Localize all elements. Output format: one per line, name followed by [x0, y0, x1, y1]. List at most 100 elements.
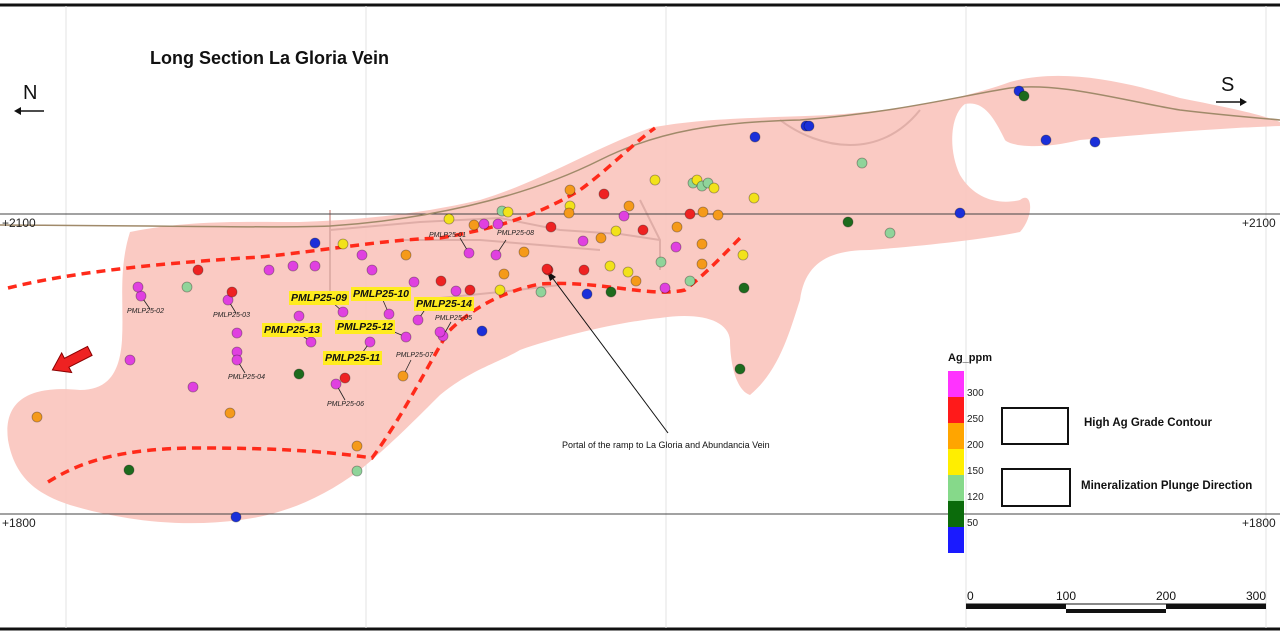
sample-point — [135, 290, 147, 302]
sample-point — [464, 284, 476, 296]
scale-label: 100 — [1056, 589, 1077, 603]
drillhole-label: PMLP25-09 — [289, 291, 350, 305]
sample-point — [123, 464, 135, 476]
sample-point — [435, 275, 447, 287]
sample-point — [397, 370, 409, 382]
sample-point — [305, 336, 317, 348]
north-label: N — [23, 82, 38, 104]
sample-point — [463, 247, 475, 259]
legend-color-swatch — [948, 527, 964, 553]
sample-point — [330, 378, 342, 390]
page-title: Long Section La Gloria Vein — [150, 48, 390, 68]
legend-color-bar — [948, 371, 964, 553]
sample-point — [545, 221, 557, 233]
scale-label: 300 — [1246, 589, 1267, 603]
sample-point — [696, 238, 708, 250]
sample-point — [563, 207, 575, 219]
sample-point — [623, 200, 635, 212]
sample-point — [408, 276, 420, 288]
sample-point — [231, 327, 243, 339]
sample-point — [684, 208, 696, 220]
sample-point — [498, 268, 510, 280]
legend-color-swatch — [948, 423, 964, 449]
legend-color-swatch — [948, 475, 964, 501]
sample-point — [803, 120, 815, 132]
sample-point — [230, 511, 242, 523]
drillhole-label-small: PMLP25-06 — [327, 401, 364, 408]
scale-label: 0 — [967, 589, 974, 603]
sample-point — [954, 207, 966, 219]
sample-point — [400, 331, 412, 343]
sample-point — [443, 213, 455, 225]
sample-point — [356, 249, 368, 261]
elevation-2100-right: +2100 — [1242, 216, 1276, 230]
plunge-key-label: Mineralization Plunge Direction — [1081, 480, 1253, 492]
sample-point — [535, 286, 547, 298]
sample-point — [434, 326, 446, 338]
sample-point — [618, 210, 630, 222]
sample-point — [476, 325, 488, 337]
sample-point — [293, 368, 305, 380]
vein-section-shape — [7, 75, 1280, 524]
sample-point — [637, 224, 649, 236]
sample-point — [630, 275, 642, 287]
legend-color-swatch — [948, 371, 964, 397]
legend-tick: 300 — [967, 388, 984, 399]
sample-point — [337, 238, 349, 250]
sample-point — [287, 260, 299, 272]
drillhole-label: PMLP25-10 — [351, 287, 412, 301]
portal-annotation: Portal of the ramp to La Gloria and Abun… — [562, 440, 770, 450]
sample-point — [541, 263, 553, 275]
sample-point — [622, 266, 634, 278]
sample-point — [187, 381, 199, 393]
sample-point — [684, 275, 696, 287]
sample-point — [1040, 134, 1052, 146]
sample-point — [450, 285, 462, 297]
sample-point — [364, 336, 376, 348]
scale-bar — [966, 603, 1266, 613]
sample-point — [670, 241, 682, 253]
sample-point — [1089, 136, 1101, 148]
sample-point — [518, 246, 530, 258]
legend-tick: 250 — [967, 414, 984, 425]
plunge-direction-arrow — [51, 345, 93, 374]
sample-point — [263, 264, 275, 276]
sample-point — [181, 281, 193, 293]
sample-point — [748, 192, 760, 204]
drillhole-label-small: PMLP25-05 — [435, 315, 472, 322]
sample-point — [610, 225, 622, 237]
sample-point — [351, 465, 363, 477]
sample-point — [581, 288, 593, 300]
sample-point — [604, 260, 616, 272]
sample-point — [605, 286, 617, 298]
drillhole-label: PMLP25-12 — [335, 320, 396, 334]
sample-point — [842, 216, 854, 228]
sample-point — [696, 258, 708, 270]
sample-point — [649, 174, 661, 186]
sample-point — [226, 286, 238, 298]
sample-point — [697, 206, 709, 218]
sample-point — [383, 308, 395, 320]
sample-point — [224, 407, 236, 419]
sample-point — [595, 232, 607, 244]
sample-point — [578, 264, 590, 276]
sample-point — [749, 131, 761, 143]
drillhole-label-small: PMLP25-01 — [429, 232, 466, 239]
sample-point — [494, 284, 506, 296]
sample-point — [490, 249, 502, 261]
sample-point — [492, 218, 504, 230]
legend-title: Ag_ppm — [948, 352, 992, 364]
sample-point — [738, 282, 750, 294]
sample-point — [124, 354, 136, 366]
drillhole-label-small: PMLP25-03 — [213, 312, 250, 319]
sample-point — [31, 411, 43, 423]
drillhole-label-small: PMLP25-07 — [396, 352, 433, 359]
sample-point — [671, 221, 683, 233]
topography-line — [0, 86, 1280, 228]
sample-point — [351, 440, 363, 452]
legend-color-swatch — [948, 397, 964, 423]
sample-point — [400, 249, 412, 261]
sample-point — [478, 218, 490, 230]
sample-point — [712, 209, 724, 221]
